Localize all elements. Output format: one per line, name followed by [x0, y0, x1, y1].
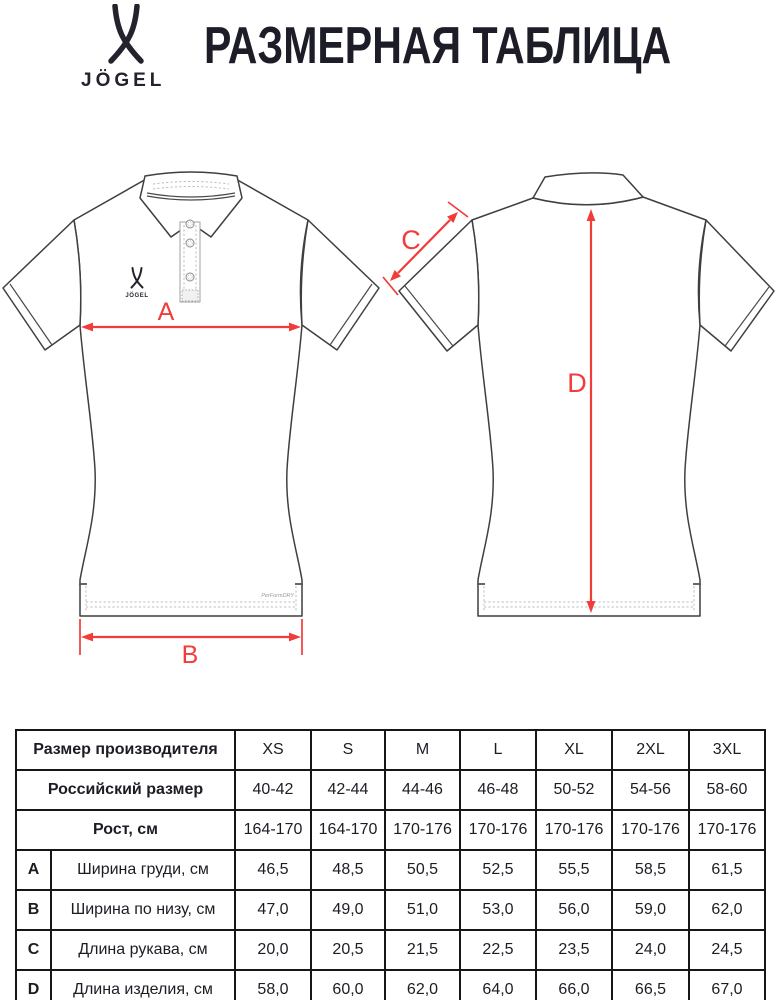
table-cell: 55,5	[535, 849, 613, 891]
table-cell: 20,5	[310, 929, 386, 971]
table-row-sleeve-length: C Длина рукава, см 20,0 20,5 21,5 22,5 2…	[15, 929, 766, 971]
back-shirt-drawing: C D	[382, 172, 775, 617]
table-cell: 170-176	[688, 809, 766, 851]
fabric-tech-label: PerFormDRY	[261, 593, 294, 599]
polo-measurement-diagram: JÖGEL PerFormDRY A	[2, 171, 775, 669]
table-cell: 58,5	[611, 849, 690, 891]
table-cell: 44-46	[384, 769, 461, 811]
table-cell: 66,0	[535, 969, 613, 1000]
table-cell: L	[459, 729, 537, 771]
table-cell: 54-56	[611, 769, 690, 811]
row-letter: D	[15, 969, 52, 1000]
table-row-bottom-width: B Ширина по низу, см 47,0 49,0 51,0 53,0…	[15, 889, 766, 931]
table-cell: 47,0	[234, 889, 312, 931]
front-right-sleeve	[300, 219, 380, 351]
table-cell: 52,5	[459, 849, 537, 891]
table-row-russian-size: Российский размер 40-42 42-44 44-46 46-4…	[15, 769, 766, 811]
table-cell: 61,5	[688, 849, 766, 891]
table-cell: 20,0	[234, 929, 312, 971]
table-cell: 67,0	[688, 969, 766, 1000]
back-collar	[532, 172, 644, 206]
dimension-arrow-c: C	[382, 201, 469, 296]
front-left-sleeve	[2, 219, 82, 351]
chest-logo-text: JÖGEL	[125, 292, 148, 299]
row-label: Размер производителя	[15, 729, 236, 771]
table-cell: 58-60	[688, 769, 766, 811]
table-cell: 24,0	[611, 929, 690, 971]
jogel-logo-icon	[108, 4, 144, 64]
chest-logo: JÖGEL	[125, 267, 148, 299]
table-cell: 23,5	[535, 929, 613, 971]
dimension-label-c: C	[401, 225, 421, 255]
dimension-label-a: A	[158, 298, 175, 326]
buttons	[185, 219, 195, 282]
table-cell: 59,0	[611, 889, 690, 931]
table-cell: 64,0	[459, 969, 537, 1000]
table-cell: 164-170	[310, 809, 386, 851]
table-cell: 60,0	[310, 969, 386, 1000]
row-letter: C	[15, 929, 52, 971]
row-label: Ширина груди, см	[50, 849, 236, 891]
dimension-arrow-b: B	[79, 619, 303, 669]
dimension-arrow-a: A	[81, 298, 301, 332]
row-letter: A	[15, 849, 52, 891]
table-cell: 170-176	[611, 809, 690, 851]
back-right-sleeve	[698, 219, 775, 352]
table-cell: XL	[535, 729, 613, 771]
table-cell: 66,5	[611, 969, 690, 1000]
table-cell: 46,5	[234, 849, 312, 891]
row-letter: B	[15, 889, 52, 931]
table-row-height: Рост, см 164-170 164-170 170-176 170-176…	[15, 809, 766, 851]
row-label: Российский размер	[15, 769, 236, 811]
table-row-chest-width: A Ширина груди, см 46,5 48,5 50,5 52,5 5…	[15, 849, 766, 891]
table-cell: 46-48	[459, 769, 537, 811]
table-cell: M	[384, 729, 461, 771]
table-cell: 49,0	[310, 889, 386, 931]
table-row-item-length: D Длина изделия, см 58,0 60,0 62,0 64,0 …	[15, 969, 766, 1000]
table-cell: 2XL	[611, 729, 690, 771]
table-cell: S	[310, 729, 386, 771]
dimension-arrow-d: D	[567, 209, 596, 613]
table-cell: 22,5	[459, 929, 537, 971]
row-label: Длина изделия, см	[50, 969, 236, 1000]
table-row-manufacturer-size: Размер производителя XS S M L XL 2XL 3XL	[15, 729, 766, 771]
table-cell: 24,5	[688, 929, 766, 971]
row-label: Длина рукава, см	[50, 929, 236, 971]
dimension-label-b: B	[182, 641, 199, 669]
table-cell: 170-176	[535, 809, 613, 851]
back-left-sleeve	[398, 219, 480, 352]
table-cell: 3XL	[688, 729, 766, 771]
page-title: РАЗМЕРНАЯ ТАБЛИЦА	[204, 17, 672, 75]
table-cell: 62,0	[688, 889, 766, 931]
table-cell: XS	[234, 729, 312, 771]
table-cell: 56,0	[535, 889, 613, 931]
front-shirt-drawing: JÖGEL PerFormDRY A	[2, 171, 380, 669]
table-cell: 48,5	[310, 849, 386, 891]
table-cell: 51,0	[384, 889, 461, 931]
size-table: Размер производителя XS S M L XL 2XL 3XL…	[15, 729, 766, 1000]
table-cell: 40-42	[234, 769, 312, 811]
table-cell: 58,0	[234, 969, 312, 1000]
brand-logo-text: JÖGEL	[81, 70, 166, 91]
row-label: Рост, см	[15, 809, 236, 851]
table-cell: 170-176	[384, 809, 461, 851]
table-cell: 21,5	[384, 929, 461, 971]
table-cell: 50,5	[384, 849, 461, 891]
button-placket	[179, 219, 201, 303]
table-cell: 170-176	[459, 809, 537, 851]
table-cell: 53,0	[459, 889, 537, 931]
dimension-label-d: D	[567, 368, 587, 398]
row-label: Ширина по низу, см	[50, 889, 236, 931]
table-cell: 42-44	[310, 769, 386, 811]
table-cell: 164-170	[234, 809, 312, 851]
table-cell: 50-52	[535, 769, 613, 811]
table-cell: 62,0	[384, 969, 461, 1000]
